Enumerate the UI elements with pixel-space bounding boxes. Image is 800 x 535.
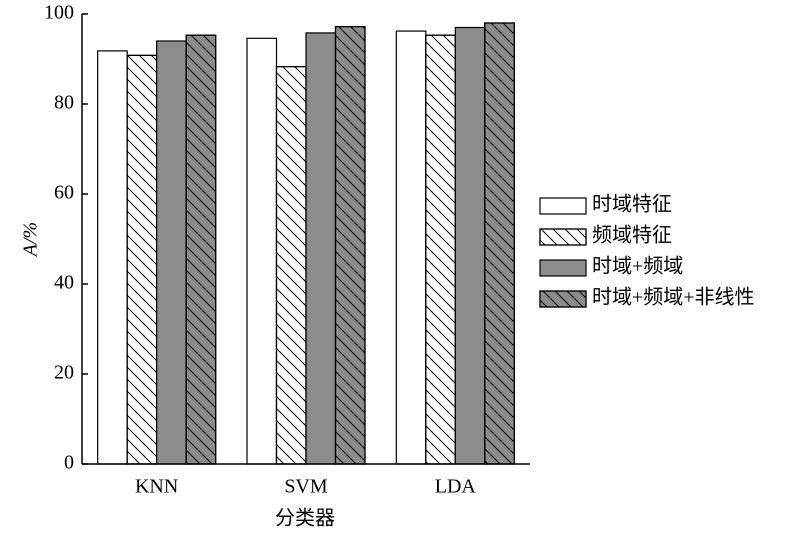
bar: [97, 50, 128, 465]
bar: [156, 40, 187, 465]
bar: [246, 37, 278, 465]
y-tick-label: 60: [54, 182, 74, 204]
x-tick-label: LDA: [435, 476, 477, 498]
bar-hatch: [126, 54, 158, 465]
bar-hatch: [484, 22, 515, 465]
x-tick-label: KNN: [135, 476, 178, 498]
legend-label: 时域+频域+非线性: [592, 286, 755, 309]
legend-swatch-hatch: [539, 228, 587, 246]
legend-label: 频域特征: [592, 224, 672, 247]
x-axis-title: 分类器: [275, 507, 335, 530]
bar-hatch: [425, 34, 456, 465]
bar-hatch: [275, 66, 307, 465]
y-axis-title: A/%: [20, 222, 42, 258]
legend-label: 时域特征: [592, 193, 672, 216]
y-tick-label: 20: [54, 362, 74, 384]
legend-label: 时域+频域: [592, 255, 683, 278]
bar: [395, 30, 427, 465]
y-tick-label: 40: [54, 272, 74, 294]
y-tick-label: 100: [44, 2, 74, 24]
bar-hatch: [185, 34, 217, 465]
bar: [305, 32, 337, 465]
x-tick-label: SVM: [284, 476, 328, 498]
bar-hatch: [334, 26, 366, 465]
legend-swatch: [539, 197, 587, 215]
y-tick-label: 0: [64, 452, 74, 474]
bar: [454, 26, 486, 465]
legend-swatch-hatch: [539, 290, 587, 308]
y-tick-label: 80: [54, 92, 74, 114]
legend-swatch: [539, 259, 587, 277]
